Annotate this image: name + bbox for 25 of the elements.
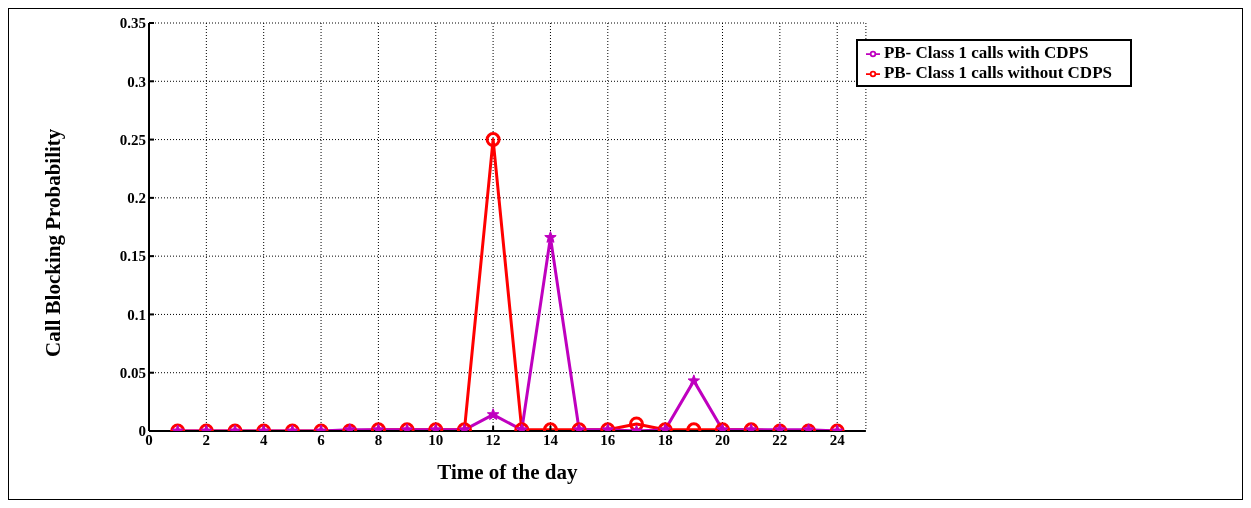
y-tick-label: 0.15 [119, 248, 146, 265]
y-tick-label: 0.1 [127, 306, 146, 323]
x-tick-label: 14 [542, 431, 559, 448]
legend-label: PB- Class 1 calls with CDPS [883, 43, 1089, 62]
x-tick-label: 2 [202, 431, 211, 448]
x-tick-label: 20 [715, 431, 731, 448]
x-tick-label: 16 [600, 431, 616, 448]
y-tick-label: 0.2 [127, 190, 146, 207]
y-tick-label: 0.05 [119, 365, 146, 382]
x-tick-label: 6 [317, 431, 326, 448]
y-axis-title: Call Blocking Probability [41, 128, 66, 357]
point [485, 132, 501, 148]
x-tick-label: 24 [829, 431, 846, 448]
x-tick-label: 8 [374, 431, 383, 448]
legend-label: PB- Class 1 calls without CDPS [883, 63, 1112, 82]
x-tick-label: 12 [485, 431, 501, 448]
y-tick-label: 0.25 [119, 131, 146, 148]
y-tick-label: 0.3 [127, 73, 146, 90]
point [544, 230, 557, 243]
x-tick-label: 18 [657, 431, 673, 448]
x-axis-title: Time of the day [437, 460, 579, 484]
x-tick-label: 10 [428, 431, 444, 448]
x-tick-label: 22 [772, 431, 788, 448]
x-tick-label: 4 [259, 431, 268, 448]
y-tick-label: 0.35 [119, 15, 146, 32]
